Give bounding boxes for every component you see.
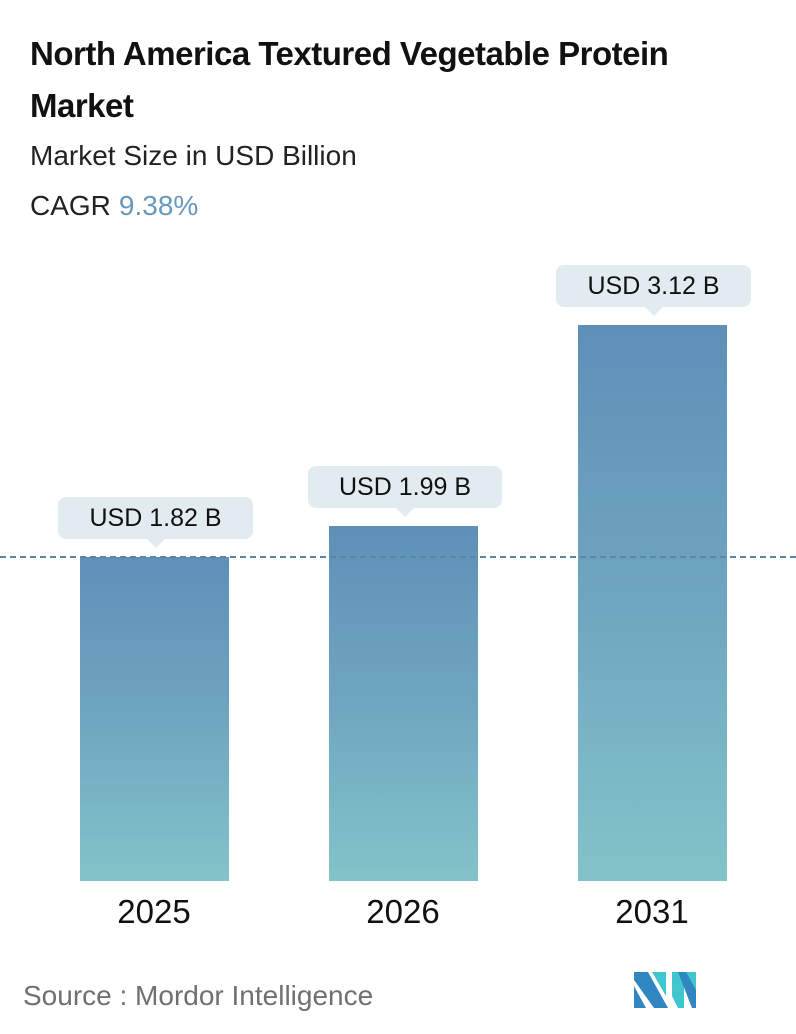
mordor-intelligence-logo-icon [634,972,696,1008]
x-label-2031: 2031 [615,893,689,930]
bar-2026 [329,526,478,881]
cagr-line: CAGR 9.38% [30,190,198,222]
reference-dashed-line [0,556,796,558]
chart-title: North America Textured Vegetable Protein… [30,35,669,124]
data-label-2026: USD 1.99 B [308,466,502,517]
data-label-2031: USD 3.12 B [556,265,751,316]
source-text: Source : Mordor Intelligence [23,980,374,1011]
x-label-2025: 2025 [117,893,191,930]
bar-2025 [80,557,229,881]
data-label-2025: USD 1.82 B [58,497,253,548]
cagr-label: CAGR [30,190,111,221]
chart-subtitle: Market Size in USD Billion [30,140,357,171]
cagr-value: 9.38% [118,190,199,221]
bar-2031 [578,325,727,881]
x-label-2026: 2026 [366,893,440,930]
